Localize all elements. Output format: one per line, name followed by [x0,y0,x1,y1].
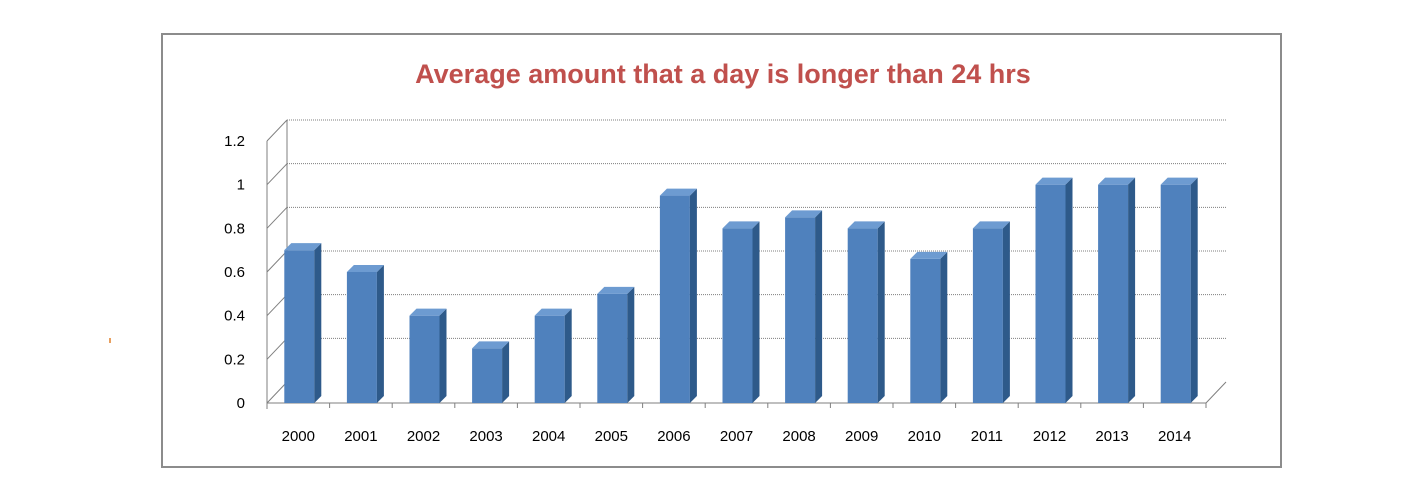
bars [284,177,1198,403]
y-tick-label: 1.2 [224,133,245,150]
bar-front [785,217,816,403]
x-tick-label: 2002 [407,428,440,445]
x-tick-label: 2011 [971,428,1003,445]
bar-front [284,250,315,403]
bar-top [659,188,697,196]
bar-side [1002,221,1010,403]
floor-right-edge [1205,381,1227,404]
y-tick-label: 0.4 [224,308,245,325]
x-tick-label: 2001 [344,428,377,445]
bar-top [472,341,510,349]
bar [1035,177,1073,403]
bar-front [1035,184,1066,403]
bar-side [439,308,447,403]
y-tick-label: 0 [237,395,245,412]
bar-top [409,308,447,316]
bar-front [346,272,377,403]
left-wall-tick [266,294,288,317]
chart-frame: Average amount that a day is longer than… [161,33,1282,468]
left-wall-tick [266,206,288,229]
bar [722,221,760,403]
bar-side [1065,177,1073,403]
x-tick-label: 2009 [845,428,878,445]
bar [534,308,572,403]
bar-top [972,221,1010,229]
bar [972,221,1010,403]
bar-front [972,228,1003,403]
x-tick-label: 2000 [282,428,315,445]
bar [659,188,697,403]
bar-top [1035,177,1073,185]
x-tick-label: 2004 [532,428,565,445]
bar-front [597,293,628,403]
bar-front [1098,184,1129,403]
y-tick-label: 0.6 [224,264,245,281]
x-tick-label: 2005 [595,428,628,445]
bar [409,308,447,403]
x-tick-label: 2010 [908,428,941,445]
bar-side [1190,177,1198,403]
bar [847,221,885,403]
y-tick-label: 0.8 [224,220,245,237]
x-tick-label: 2003 [469,428,502,445]
stray-mark [109,338,111,343]
bar-side [627,286,635,403]
y-tick-label: 1 [237,177,245,194]
x-tick-label: 2014 [1158,428,1191,445]
bar-top [1160,177,1198,185]
left-wall-tick [266,250,288,273]
tick-labels: 0 0.2 0.4 0.6 0.8 1 1.2 2000 2001 2002 2003 2004 200… [224,133,1191,445]
bar-top [785,210,823,218]
bar-top [722,221,760,229]
bar [346,265,384,403]
bar [1098,177,1136,403]
x-tick-label: 2006 [657,428,690,445]
bar-side [752,221,760,403]
bar-side [1128,177,1136,403]
x-tick-label: 2013 [1095,428,1128,445]
bar-front [910,258,941,403]
y-tick-label: 0.2 [224,351,245,368]
bar [785,210,823,403]
bar-front [659,195,690,403]
bar-side [564,308,572,403]
bar [284,243,322,403]
bar-top [847,221,885,229]
bar-top [346,265,384,272]
bar [1160,177,1198,403]
bar-side [815,210,823,403]
left-wall-tick [266,163,288,186]
bar-front [472,348,503,403]
left-wall-tick [266,337,288,360]
bar-side [689,188,697,403]
bar-front [1160,184,1191,403]
bar-side [376,265,384,403]
bar-top [534,308,572,316]
bar-front [722,228,753,403]
bar [472,341,510,403]
bar-side [940,251,948,403]
x-tick-label: 2007 [720,428,753,445]
bar-front [534,315,565,403]
bar-side [314,243,322,403]
left-wall-tick [266,119,288,142]
bar-side [877,221,885,403]
x-tick-label: 2008 [782,428,815,445]
bar [597,286,635,403]
bar-top [1098,177,1136,185]
bar-top [284,243,322,251]
bar-side [502,341,510,403]
chart-title: Average amount that a day is longer than… [415,59,1031,89]
x-tick-label: 2012 [1033,428,1066,445]
bar-front [409,315,440,403]
bar [910,251,948,403]
left-wall-tick [266,381,288,404]
bar-top [597,286,635,294]
bar-front [847,228,878,403]
bar-chart: Average amount that a day is longer than… [224,59,1227,445]
bar-top [910,251,948,259]
